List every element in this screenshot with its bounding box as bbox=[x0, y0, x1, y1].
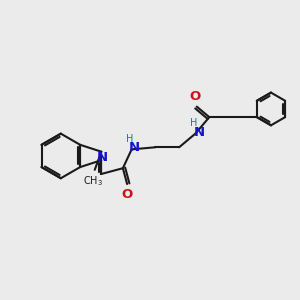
Text: H: H bbox=[126, 134, 133, 144]
Text: CH$_3$: CH$_3$ bbox=[83, 174, 103, 188]
Text: N: N bbox=[96, 151, 107, 164]
Text: O: O bbox=[122, 188, 133, 201]
Text: N: N bbox=[128, 141, 140, 154]
Text: O: O bbox=[190, 90, 201, 103]
Text: H: H bbox=[190, 118, 198, 128]
Text: N: N bbox=[194, 126, 205, 139]
